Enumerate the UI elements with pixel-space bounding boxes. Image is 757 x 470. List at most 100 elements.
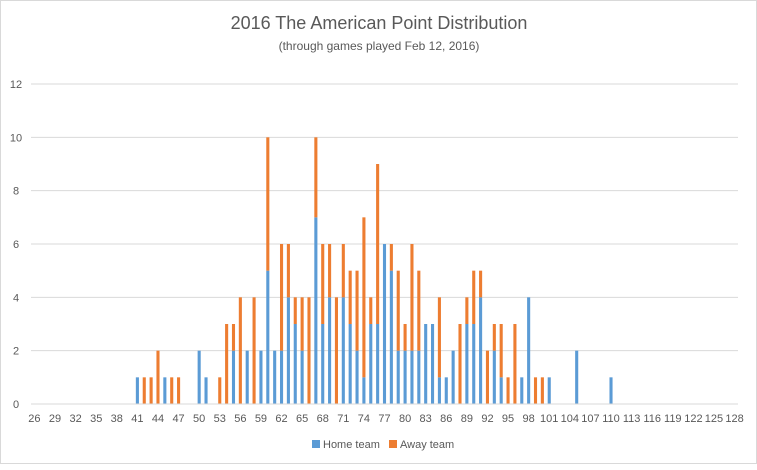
bar-away-71 <box>341 244 345 298</box>
bar-away-42 <box>142 377 146 404</box>
y-tick-label: 2 <box>13 346 19 358</box>
bar-home-60 <box>266 270 270 404</box>
bar-away-53 <box>218 377 222 404</box>
bar-home-62 <box>279 350 284 404</box>
chart-subtitle: (through games played Feb 12, 2016) <box>279 39 480 53</box>
bar-away-100 <box>540 377 544 404</box>
bar-away-95 <box>506 377 510 404</box>
legend-label-away: Away team <box>400 439 454 451</box>
bar-home-86 <box>444 377 448 404</box>
bar-home-63 <box>286 297 290 404</box>
y-tick-label: 0 <box>13 399 19 411</box>
bar-home-83 <box>424 324 428 404</box>
bar-home-90 <box>472 324 476 404</box>
bar-away-76 <box>376 164 380 324</box>
bar-home-81 <box>410 350 414 404</box>
bar-home-97 <box>520 377 524 404</box>
bar-home-55 <box>231 350 236 404</box>
y-tick-label: 4 <box>13 292 19 304</box>
bar-home-78 <box>389 270 393 404</box>
x-tick-label: 41 <box>131 413 143 425</box>
bar-home-72 <box>348 324 352 404</box>
x-tick-label: 68 <box>317 413 329 425</box>
x-tick-label: 44 <box>152 413 164 425</box>
x-tick-label: 53 <box>214 413 226 425</box>
bar-home-91 <box>479 297 483 404</box>
bar-away-66 <box>307 297 311 404</box>
bar-away-91 <box>479 270 483 298</box>
bar-away-64 <box>293 297 297 324</box>
x-tick-label: 77 <box>378 413 390 425</box>
x-tick-label: 50 <box>193 413 205 425</box>
bar-away-90 <box>472 270 476 324</box>
legend: Home team Away team <box>312 439 454 451</box>
x-tick-label: 26 <box>28 413 40 425</box>
x-tick-label: 92 <box>481 413 493 425</box>
bar-away-43 <box>149 377 153 404</box>
bar-home-89 <box>465 324 469 404</box>
legend-swatch-away <box>389 440 397 448</box>
x-tick-label: 89 <box>461 413 473 425</box>
x-tick-label: 128 <box>725 413 743 425</box>
y-tick-label: 12 <box>10 79 22 91</box>
bar-home-69 <box>328 297 332 404</box>
bar-away-60 <box>266 137 270 271</box>
bar-away-88 <box>458 324 462 404</box>
legend-swatch-home <box>312 440 320 448</box>
x-tick-label: 107 <box>581 413 599 425</box>
x-tick-label: 59 <box>255 413 267 425</box>
x-tick-label: 65 <box>296 413 308 425</box>
x-tick-label: 56 <box>234 413 246 425</box>
bar-home-71 <box>341 297 345 404</box>
x-tick-label: 35 <box>90 413 102 425</box>
bar-away-74 <box>362 217 366 378</box>
bar-away-58 <box>252 297 256 404</box>
bar-away-56 <box>238 297 242 404</box>
bar-home-67 <box>314 217 318 404</box>
bar-home-65 <box>300 350 304 404</box>
bar-home-85 <box>437 377 441 404</box>
y-tick-label: 10 <box>10 132 22 144</box>
bar-home-73 <box>355 350 359 404</box>
bar-away-72 <box>348 270 352 324</box>
bar-away-65 <box>300 297 304 351</box>
y-axis-tick-labels: 0 2 4 6 8 10 12 <box>10 79 22 411</box>
bar-away-70 <box>334 297 338 404</box>
x-tick-label: 110 <box>602 413 620 425</box>
x-tick-label: 95 <box>502 413 514 425</box>
chart-title: 2016 The American Point Distribution <box>231 13 528 33</box>
bar-home-76 <box>376 324 380 404</box>
bar-home-110 <box>609 377 613 404</box>
x-tick-label: 122 <box>684 413 702 425</box>
x-tick-label: 125 <box>705 413 723 425</box>
bar-home-79 <box>396 350 400 404</box>
x-tick-label: 71 <box>337 413 349 425</box>
x-tick-label: 101 <box>540 413 558 425</box>
bar-away-92 <box>485 350 490 404</box>
bar-home-51 <box>204 377 208 404</box>
bar-home-87 <box>451 350 455 404</box>
bar-away-99 <box>533 377 538 404</box>
bar-away-96 <box>513 324 517 404</box>
bar-away-69 <box>328 244 332 298</box>
x-tick-label: 62 <box>275 413 287 425</box>
bar-home-101 <box>547 377 551 404</box>
bar-home-84 <box>431 324 435 404</box>
x-tick-label: 32 <box>69 413 81 425</box>
bar-home-98 <box>527 297 531 404</box>
bar-away-62 <box>279 244 284 351</box>
bars <box>135 137 613 404</box>
x-tick-label: 86 <box>440 413 452 425</box>
x-tick-label: 116 <box>643 413 661 425</box>
bar-away-73 <box>355 270 359 351</box>
bar-home-59 <box>259 350 263 404</box>
bar-home-75 <box>369 324 373 404</box>
bar-home-74 <box>362 377 366 404</box>
bar-away-80 <box>403 324 407 351</box>
bar-away-67 <box>314 137 318 218</box>
x-axis-tick-labels: 26 29 32 35 38 41 44 47 50 53 56 59 62 65 68 71 74 77 80 83… <box>28 413 743 425</box>
bar-home-61 <box>273 350 277 404</box>
bar-away-82 <box>417 270 421 351</box>
bar-home-105 <box>575 350 579 404</box>
